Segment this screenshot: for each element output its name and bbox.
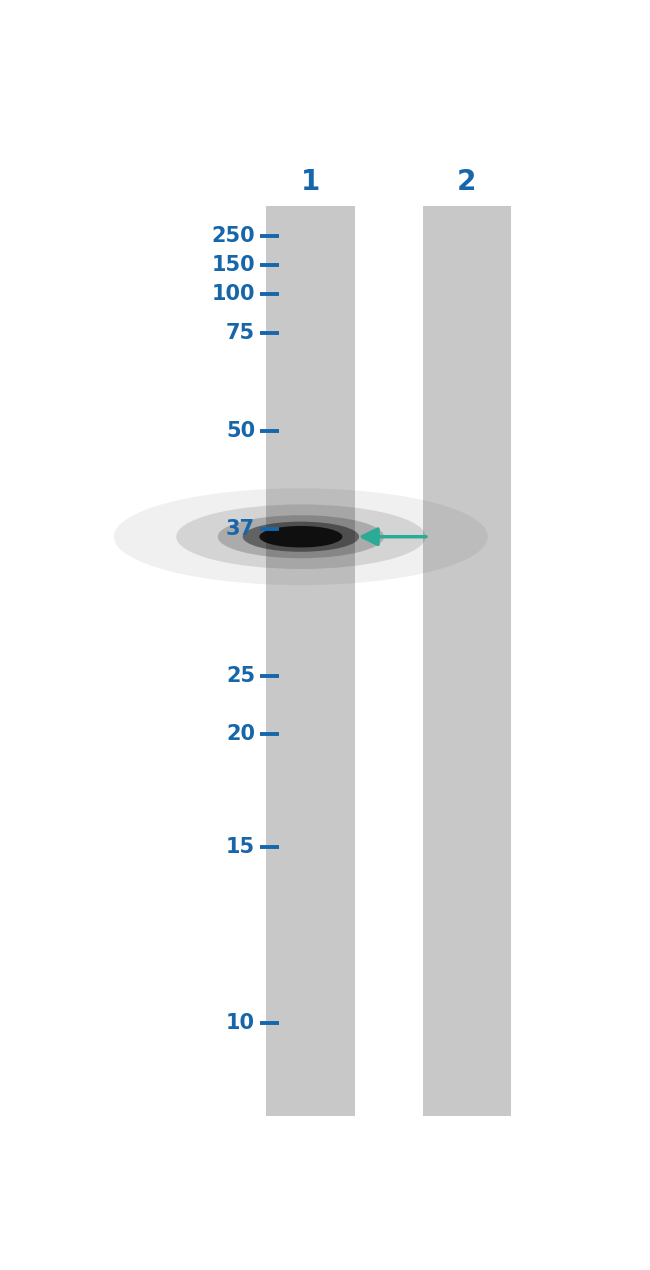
Ellipse shape [114,488,488,585]
Text: 25: 25 [226,665,255,686]
Text: 150: 150 [211,255,255,274]
Text: 75: 75 [226,324,255,343]
Text: 1: 1 [301,168,320,196]
Text: 37: 37 [226,519,255,538]
Ellipse shape [259,526,343,547]
Text: 2: 2 [457,168,476,196]
Ellipse shape [218,516,384,559]
Ellipse shape [242,522,359,551]
Bar [266,206,354,1115]
Text: 10: 10 [226,1012,255,1033]
Text: 100: 100 [211,284,255,305]
Ellipse shape [176,504,426,569]
Text: 15: 15 [226,837,255,857]
Text: 250: 250 [211,226,255,245]
Text: 20: 20 [226,724,255,744]
Bar [422,206,511,1115]
Text: 50: 50 [226,422,255,441]
